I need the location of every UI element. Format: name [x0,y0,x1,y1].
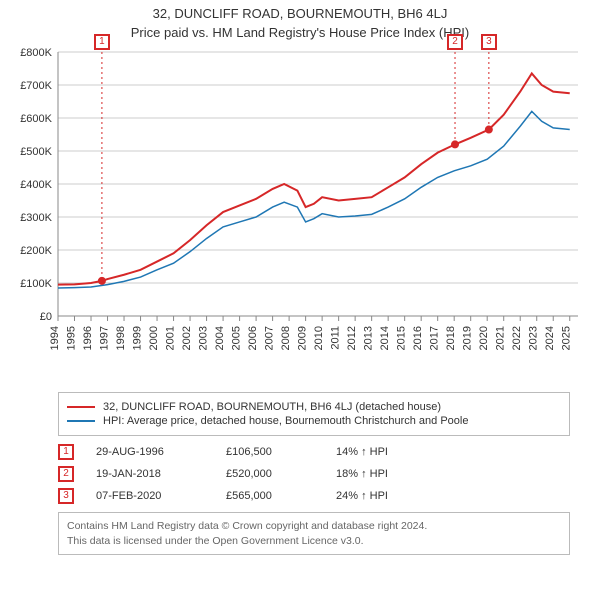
x-tick-label: 2022 [511,326,523,350]
legend-item: 32, DUNCLIFF ROAD, BOURNEMOUTH, BH6 4LJ … [67,401,561,413]
y-tick-label: £800K [20,47,52,59]
legend-swatch [67,420,95,422]
sales-date: 29-AUG-1996 [96,446,226,458]
sale-marker-dot [451,140,459,148]
chart-subtitle: Price paid vs. HM Land Registry's House … [0,21,600,46]
x-tick-label: 2017 [429,326,441,350]
sales-marker: 3 [58,488,74,504]
x-tick-label: 1997 [99,326,111,350]
footer-attribution: Contains HM Land Registry data © Crown c… [58,512,570,555]
x-tick-label: 2013 [363,326,375,350]
sales-price: £520,000 [226,468,336,480]
x-tick-label: 2007 [264,326,276,350]
x-tick-label: 2019 [462,326,474,350]
sales-hpi: 14% ↑ HPI [336,446,570,458]
y-tick-label: £300K [20,212,52,224]
x-tick-label: 2006 [247,326,259,350]
x-tick-label: 1998 [115,326,127,350]
sales-row: 1 29-AUG-1996£106,50014% ↑ HPI [58,444,570,460]
line-chart: £0 £100K £200K £300K £400K £500K £600K £700K £80… [6,46,590,386]
x-tick-label: 2024 [544,326,556,350]
x-tick-label: 2008 [280,326,292,350]
sales-price: £565,000 [226,490,336,502]
x-tick-label: 1999 [132,326,144,350]
sale-marker-callout: 2 [447,34,463,50]
footer-line-1: Contains HM Land Registry data © Crown c… [67,519,561,534]
legend-item: HPI: Average price, detached house, Bour… [67,415,561,427]
series-property [58,73,570,284]
y-tick-label: £0 [40,311,52,323]
sales-row: 2 19-JAN-2018£520,00018% ↑ HPI [58,466,570,482]
sales-hpi: 18% ↑ HPI [336,468,570,480]
sale-marker-callout: 3 [481,34,497,50]
x-tick-label: 2002 [181,326,193,350]
legend-label: HPI: Average price, detached house, Bour… [103,415,468,427]
y-tick-label: £200K [20,245,52,257]
sales-marker: 2 [58,466,74,482]
sales-price: £106,500 [226,446,336,458]
x-tick-label: 2018 [445,326,457,350]
sales-date: 19-JAN-2018 [96,468,226,480]
x-tick-label: 2000 [148,326,160,350]
y-tick-label: £500K [20,146,52,158]
y-tick-label: £400K [20,179,52,191]
sales-date: 07-FEB-2020 [96,490,226,502]
x-tick-label: 1996 [82,326,94,350]
series-hpi [58,111,570,288]
x-tick-label: 2003 [198,326,210,350]
sales-hpi: 24% ↑ HPI [336,490,570,502]
legend-swatch [67,406,95,408]
x-tick-label: 2010 [313,326,325,350]
chart-area: £0 £100K £200K £300K £400K £500K £600K £700K £80… [6,46,590,386]
footer-line-2: This data is licensed under the Open Gov… [67,534,561,549]
y-tick-label: £700K [20,80,52,92]
sale-marker-callout: 1 [94,34,110,50]
chart-title: 32, DUNCLIFF ROAD, BOURNEMOUTH, BH6 4LJ [0,0,600,21]
legend-label: 32, DUNCLIFF ROAD, BOURNEMOUTH, BH6 4LJ … [103,401,441,413]
legend: 32, DUNCLIFF ROAD, BOURNEMOUTH, BH6 4LJ … [58,392,570,436]
x-tick-label: 2011 [330,326,342,350]
x-tick-label: 2025 [561,326,573,350]
x-tick-label: 2016 [412,326,424,350]
sales-row: 3 07-FEB-2020£565,00024% ↑ HPI [58,488,570,504]
x-tick-label: 2009 [297,326,309,350]
x-tick-label: 2021 [495,326,507,350]
x-tick-label: 2020 [478,326,490,350]
sales-table: 1 29-AUG-1996£106,50014% ↑ HPI 2 19-JAN-201… [58,444,570,504]
x-tick-label: 2014 [379,326,391,350]
y-tick-label: £600K [20,113,52,125]
x-tick-label: 2004 [214,326,226,350]
sales-marker: 1 [58,444,74,460]
y-tick-label: £100K [20,278,52,290]
x-tick-label: 1995 [66,326,78,350]
x-tick-label: 2015 [396,326,408,350]
x-tick-label: 2012 [346,326,358,350]
x-tick-label: 1994 [49,326,61,350]
x-tick-label: 2005 [231,326,243,350]
x-tick-label: 2023 [528,326,540,350]
x-tick-label: 2001 [165,326,177,350]
chart-container: 32, DUNCLIFF ROAD, BOURNEMOUTH, BH6 4LJ … [0,0,600,590]
